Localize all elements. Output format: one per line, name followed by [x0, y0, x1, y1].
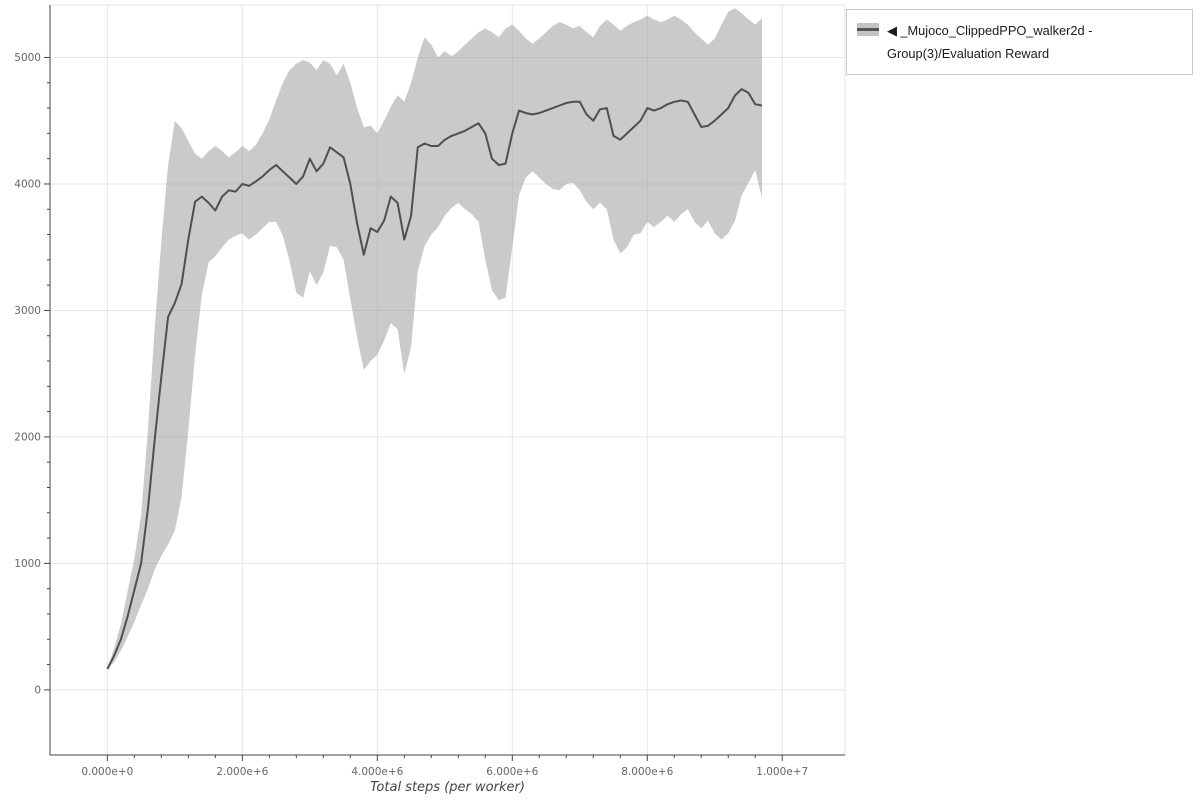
legend[interactable]: ◀ _Mujoco_ClippedPPO_walker2d - Group(3)…: [846, 9, 1193, 75]
x-tick-label: 8.000e+6: [621, 766, 673, 778]
y-tick-label: 5000: [14, 52, 41, 64]
legend-series-swatch-icon: [857, 23, 879, 36]
x-axis-label: Total steps (per worker): [370, 780, 525, 795]
mean-reward-line: [106, 88, 763, 670]
x-tick-label: 2.000e+6: [216, 766, 268, 778]
legend-label: ◀ _Mujoco_ClippedPPO_walker2d - Group(3)…: [887, 23, 1093, 61]
x-tick-label: 6.000e+6: [486, 766, 538, 778]
y-tick-label: 2000: [14, 431, 41, 443]
x-tick-label: 4.000e+6: [351, 766, 403, 778]
y-tick-label: 4000: [14, 178, 41, 190]
y-tick-label: 3000: [14, 305, 41, 317]
x-tick-label: 0.000e+0: [81, 766, 133, 778]
std-dev-band: [107, 8, 762, 669]
y-tick-label: 0: [34, 684, 41, 696]
y-tick-label: 1000: [14, 558, 41, 570]
x-tick-label: 1.000e+7: [756, 766, 808, 778]
